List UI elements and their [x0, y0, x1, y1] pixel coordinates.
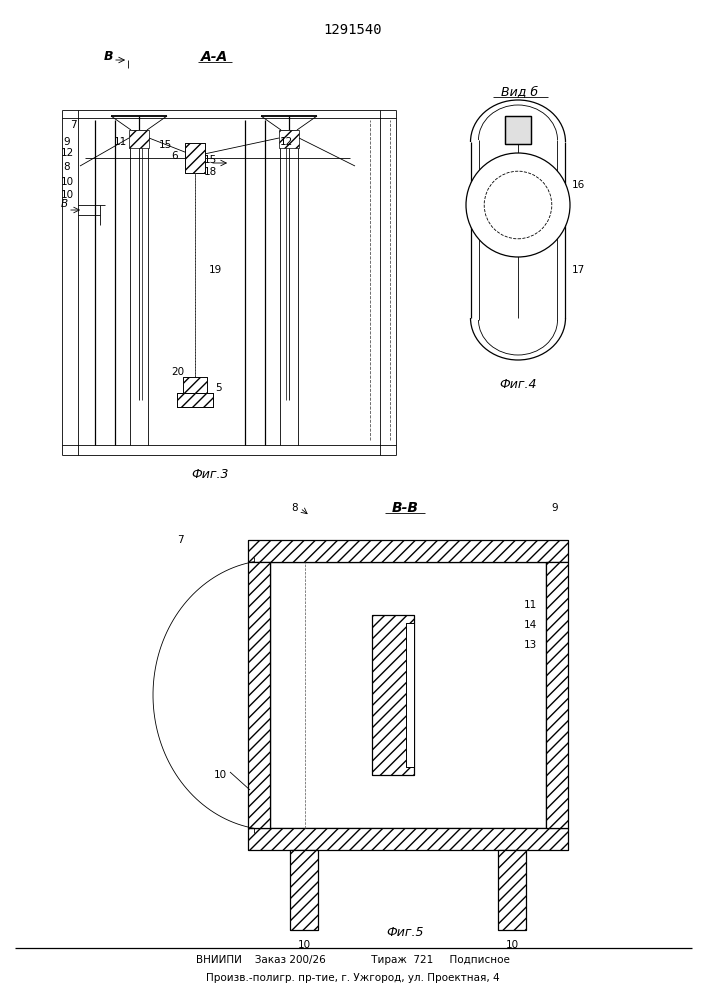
Bar — [248, 562, 270, 828]
Text: 10: 10 — [506, 940, 518, 950]
Text: 9: 9 — [551, 503, 559, 513]
Text: 15: 15 — [204, 155, 216, 165]
Bar — [290, 850, 318, 930]
Bar — [248, 540, 568, 562]
Text: 10: 10 — [298, 940, 310, 950]
Bar — [177, 393, 213, 407]
Bar — [498, 850, 526, 930]
Bar — [372, 615, 414, 775]
Bar — [185, 143, 205, 173]
Text: 10: 10 — [60, 190, 74, 200]
Text: 8: 8 — [64, 162, 70, 172]
Text: 10: 10 — [60, 177, 74, 187]
Bar — [372, 615, 414, 775]
Text: 11: 11 — [113, 137, 127, 147]
Bar — [177, 393, 213, 407]
Bar — [183, 377, 207, 393]
Text: 13: 13 — [523, 640, 537, 650]
Text: А-А: А-А — [201, 50, 228, 64]
Text: 14: 14 — [523, 620, 537, 630]
Circle shape — [466, 153, 570, 257]
Text: 7: 7 — [177, 535, 183, 545]
Text: 20: 20 — [171, 367, 185, 377]
Bar — [406, 623, 414, 767]
Text: 8: 8 — [292, 503, 298, 513]
Text: 1291540: 1291540 — [324, 23, 382, 37]
Text: 10: 10 — [214, 770, 226, 780]
Text: 16: 16 — [571, 180, 585, 190]
Bar — [546, 562, 568, 828]
Bar — [279, 130, 299, 148]
Text: Вид б: Вид б — [501, 86, 539, 99]
Text: Произв.-полигр. пр-тие, г. Ужгород, ул. Проектная, 4: Произв.-полигр. пр-тие, г. Ужгород, ул. … — [206, 973, 500, 983]
Text: Фиг.5: Фиг.5 — [386, 926, 423, 938]
Text: 5: 5 — [215, 383, 221, 393]
Bar — [406, 623, 414, 767]
Text: 11: 11 — [523, 600, 537, 610]
Text: В-В: В-В — [392, 501, 419, 515]
Text: 17: 17 — [571, 265, 585, 275]
Bar — [498, 850, 526, 930]
Text: В: В — [60, 199, 68, 209]
Bar — [183, 377, 207, 393]
Bar — [505, 116, 531, 144]
Bar — [185, 143, 205, 173]
Text: 15: 15 — [158, 140, 172, 150]
Text: 6: 6 — [172, 151, 178, 161]
Text: 18: 18 — [204, 167, 216, 177]
Text: Фиг.4: Фиг.4 — [499, 378, 537, 391]
Text: Фиг.3: Фиг.3 — [192, 468, 229, 482]
Bar — [290, 850, 318, 930]
Bar — [129, 130, 149, 148]
Text: В: В — [103, 50, 112, 64]
Text: 12: 12 — [279, 137, 293, 147]
Bar — [177, 393, 213, 407]
Bar — [248, 540, 568, 562]
Text: 9: 9 — [64, 137, 70, 147]
Bar — [270, 562, 546, 828]
Text: 19: 19 — [209, 265, 221, 275]
Text: 12: 12 — [60, 148, 74, 158]
Bar — [248, 828, 568, 850]
Text: 7: 7 — [70, 120, 76, 130]
Circle shape — [484, 171, 551, 239]
Bar — [505, 116, 531, 144]
Bar — [248, 562, 270, 828]
Bar — [546, 562, 568, 828]
Text: ВНИИПИ    Заказ 200/26              Тираж  721     Подписное: ВНИИПИ Заказ 200/26 Тираж 721 Подписное — [196, 955, 510, 965]
Bar — [248, 828, 568, 850]
